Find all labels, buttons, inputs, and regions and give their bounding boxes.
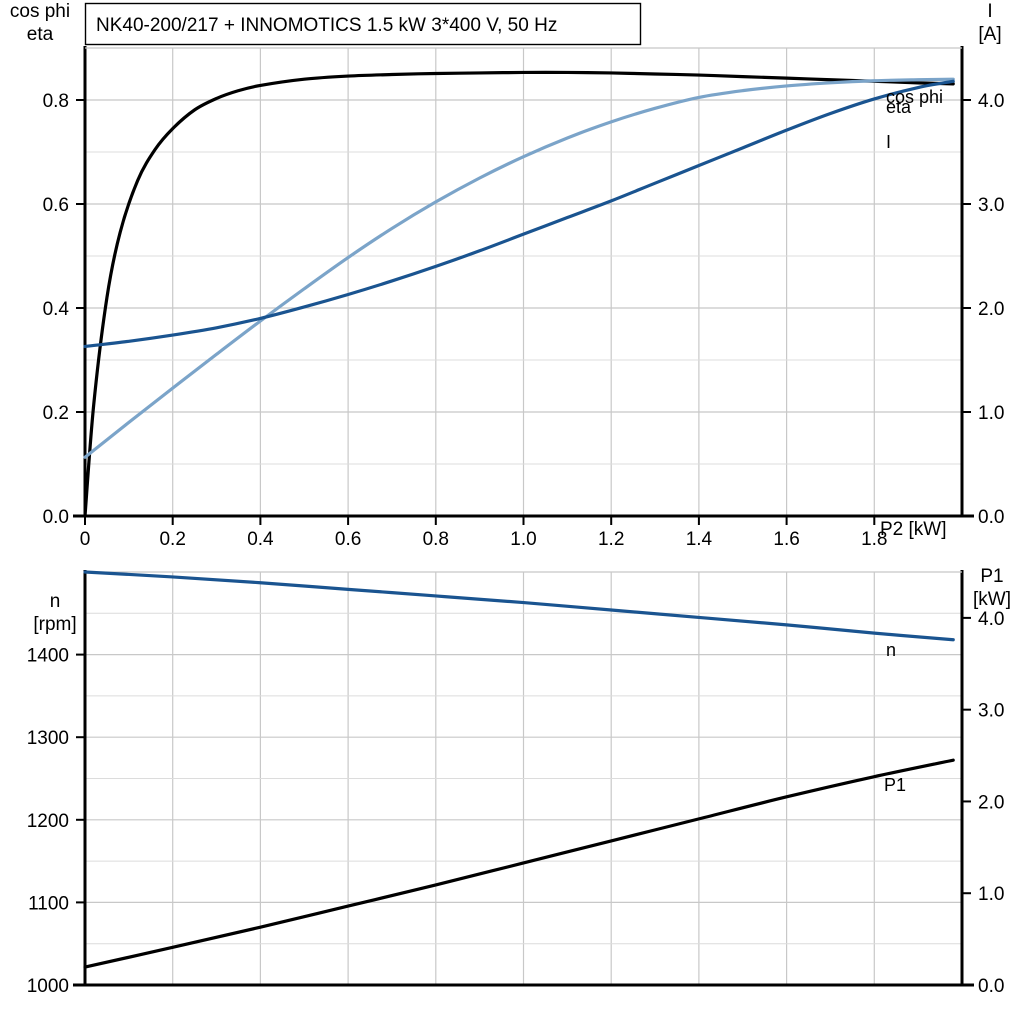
series-label-cos-phi: cos phi (886, 87, 943, 107)
bottom-left-axis-title-line2: [rpm] (33, 614, 76, 635)
bottom-chart-frame (73, 570, 974, 987)
top-left-axis-title-line2: eta (27, 24, 54, 45)
left-axis-tick-label: 1300 (27, 728, 69, 749)
bottom-left-axis-title-line1: n (50, 591, 61, 612)
right-axis-tick-label: 2.0 (978, 792, 1004, 813)
right-axis-tick-label: 4.0 (978, 609, 1004, 630)
left-axis-tick-label: 0.4 (43, 299, 70, 320)
left-axis-tick-label: 0.0 (43, 507, 69, 528)
curve-cos-phi (83, 77, 955, 459)
right-axis-tick-label: 3.0 (978, 195, 1004, 216)
bottom-chart-tickmarks (76, 616, 971, 986)
left-axis-tick-label: 0.6 (43, 195, 69, 216)
top-left-axis-title-line1: cos phi (10, 1, 70, 22)
top-chart: 0.0 0.2 0.4 0.6 0.8 0.0 1.0 2.0 3.0 4.0 0 0.2 0.4 0.6… (10, 1, 1005, 550)
curve-i (83, 79, 955, 349)
x-axis-tick-label: 0.6 (335, 529, 361, 550)
x-axis-tick-label: 0.8 (423, 529, 449, 550)
x-axis-tick-label: 1.6 (773, 529, 799, 550)
left-axis-tick-label: 1200 (27, 811, 69, 832)
series-label-eta: eta (886, 97, 912, 117)
curve-p1 (83, 758, 955, 969)
right-axis-tick-label: 1.0 (978, 403, 1004, 424)
x-axis-tick-label: 1.4 (686, 529, 713, 550)
x-axis-tick-label: 1.0 (510, 529, 536, 550)
top-right-axis-title-line2: [A] (978, 24, 1001, 45)
x-axis-tick-label: 0 (80, 529, 91, 550)
right-axis-tick-label: 3.0 (978, 701, 1004, 722)
right-axis-tick-label: 2.0 (978, 299, 1004, 320)
right-axis-tick-label: 0.0 (978, 976, 1004, 997)
top-chart-gridlines (85, 48, 963, 516)
bottom-chart-gridlines (85, 572, 963, 985)
bottom-chart-tick-labels: 1000 1100 1200 1300 1400 0.0 1.0 2.0 3.0 4.0 (27, 609, 1005, 997)
top-x-axis-title: P2 [kW] (880, 519, 947, 540)
x-axis-tick-label: 0.4 (247, 529, 274, 550)
curve-eta (83, 70, 955, 518)
top-chart-tick-labels: 0.0 0.2 0.4 0.6 0.8 0.0 1.0 2.0 3.0 4.0 0 0.2 0.4 0.6… (43, 91, 1005, 550)
x-axis-tick-label: 0.2 (159, 529, 185, 550)
series-label-speed: n (886, 640, 896, 660)
bottom-chart: 1000 1100 1200 1300 1400 0.0 1.0 2.0 3.0 4.0 n [r… (27, 566, 1011, 997)
chart-title-box (84, 2, 642, 46)
top-right-axis-title-line1: I (987, 1, 992, 22)
right-axis-tick-label: 4.0 (978, 91, 1004, 112)
left-axis-tick-label: 1000 (27, 976, 69, 997)
left-axis-tick-label: 1400 (27, 646, 69, 667)
bottom-right-axis-title-line2: [kW] (973, 589, 1011, 610)
left-axis-tick-label: 0.2 (43, 403, 69, 424)
top-chart-curves (83, 70, 955, 518)
bottom-right-axis-title-line1: P1 (980, 566, 1003, 587)
bottom-chart-curves (83, 570, 955, 969)
x-axis-tick-label: 1.8 (861, 529, 887, 550)
chart-title-text: NK40-200/217 + INNOMOTICS 1.5 kW 3*400 V… (96, 15, 557, 36)
series-label-current: I (886, 132, 891, 152)
left-axis-tick-label: 1100 (28, 893, 69, 914)
curve-n (83, 570, 955, 642)
right-axis-tick-label: 0.0 (978, 507, 1004, 528)
series-label-power: P1 (884, 775, 906, 795)
x-axis-tick-label: 1.2 (598, 529, 624, 550)
left-axis-tick-label: 0.8 (43, 91, 69, 112)
right-axis-tick-label: 1.0 (978, 884, 1004, 905)
